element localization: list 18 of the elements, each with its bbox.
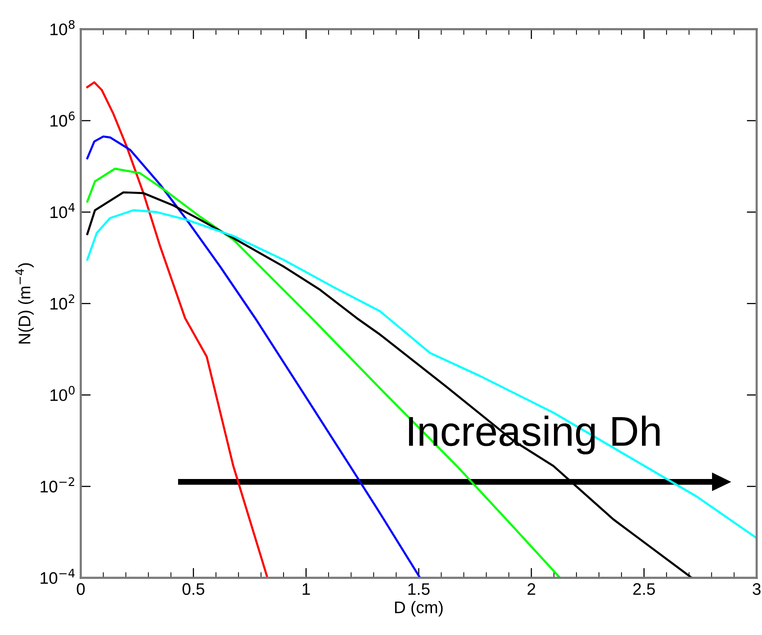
x-tick-label: 2.5 [633,583,655,595]
x-axis-title: D (cm) [395,601,443,617]
x-tick-label: 0.5 [182,583,204,595]
y-tick-label: 10$^{2}$ [50,294,74,310]
line-series [86,81,268,578]
x-tick-label: 2 [528,583,536,595]
x-tick-label: 0 [76,583,85,595]
y-tick-label: 10$^{6}$ [50,112,75,127]
x-tick-label: 1 [302,583,310,595]
line-series [86,209,757,540]
x-tick-label: 1.5 [408,583,430,595]
y-axis-title: N(D) (m$^{−4}$) [15,263,34,344]
y-tick-label: 10$^{4}$ [50,203,75,218]
x-tick-label: 3 [752,583,761,595]
y-tick-label: 10$^{−4}$ [40,568,75,584]
y-tick-label: 10$^{−2}$ [40,477,74,492]
y-tick-label: 10$^{0}$ [50,386,75,402]
y-tick-label: 10$^{8}$ [50,20,75,36]
